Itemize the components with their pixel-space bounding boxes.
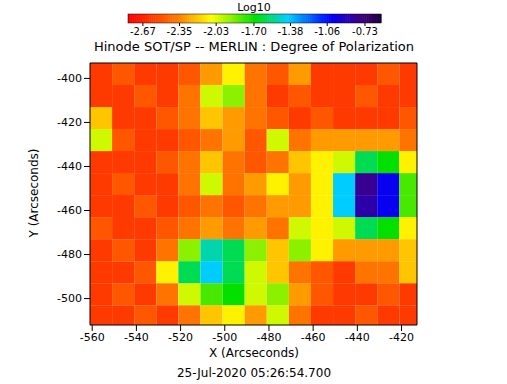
svg-text:-400: -400 — [57, 72, 82, 85]
svg-text:-440: -440 — [57, 160, 82, 173]
svg-text:-460: -460 — [57, 204, 82, 217]
svg-text:25-Jul-2020 05:26:54.700: 25-Jul-2020 05:26:54.700 — [177, 366, 331, 380]
svg-text:-1.70: -1.70 — [241, 26, 267, 37]
svg-text:Hinode SOT/SP -- MERLIN : Degr: Hinode SOT/SP -- MERLIN : Degree of Pola… — [94, 39, 414, 54]
svg-text:X (Arcseconds): X (Arcseconds) — [209, 346, 299, 360]
svg-text:-2.35: -2.35 — [167, 26, 193, 37]
svg-text:-460: -460 — [301, 331, 326, 344]
svg-text:-440: -440 — [345, 331, 370, 344]
svg-text:-420: -420 — [57, 116, 82, 129]
svg-text:-480: -480 — [57, 248, 82, 261]
svg-text:-1.06: -1.06 — [314, 26, 340, 37]
svg-text:-480: -480 — [256, 331, 281, 344]
svg-text:Y (Arcseconds): Y (Arcseconds) — [27, 148, 41, 238]
svg-text:-1.38: -1.38 — [278, 26, 304, 37]
svg-text:-420: -420 — [389, 331, 414, 344]
svg-text:-500: -500 — [212, 331, 237, 344]
svg-text:-500: -500 — [57, 292, 82, 305]
svg-text:-520: -520 — [168, 331, 193, 344]
svg-text:-2.67: -2.67 — [130, 26, 156, 37]
svg-text:-0.73: -0.73 — [352, 26, 378, 37]
svg-text:-2.03: -2.03 — [203, 26, 229, 37]
svg-text:-540: -540 — [124, 331, 149, 344]
svg-text:-560: -560 — [80, 331, 105, 344]
svg-text:Log10: Log10 — [237, 1, 271, 14]
